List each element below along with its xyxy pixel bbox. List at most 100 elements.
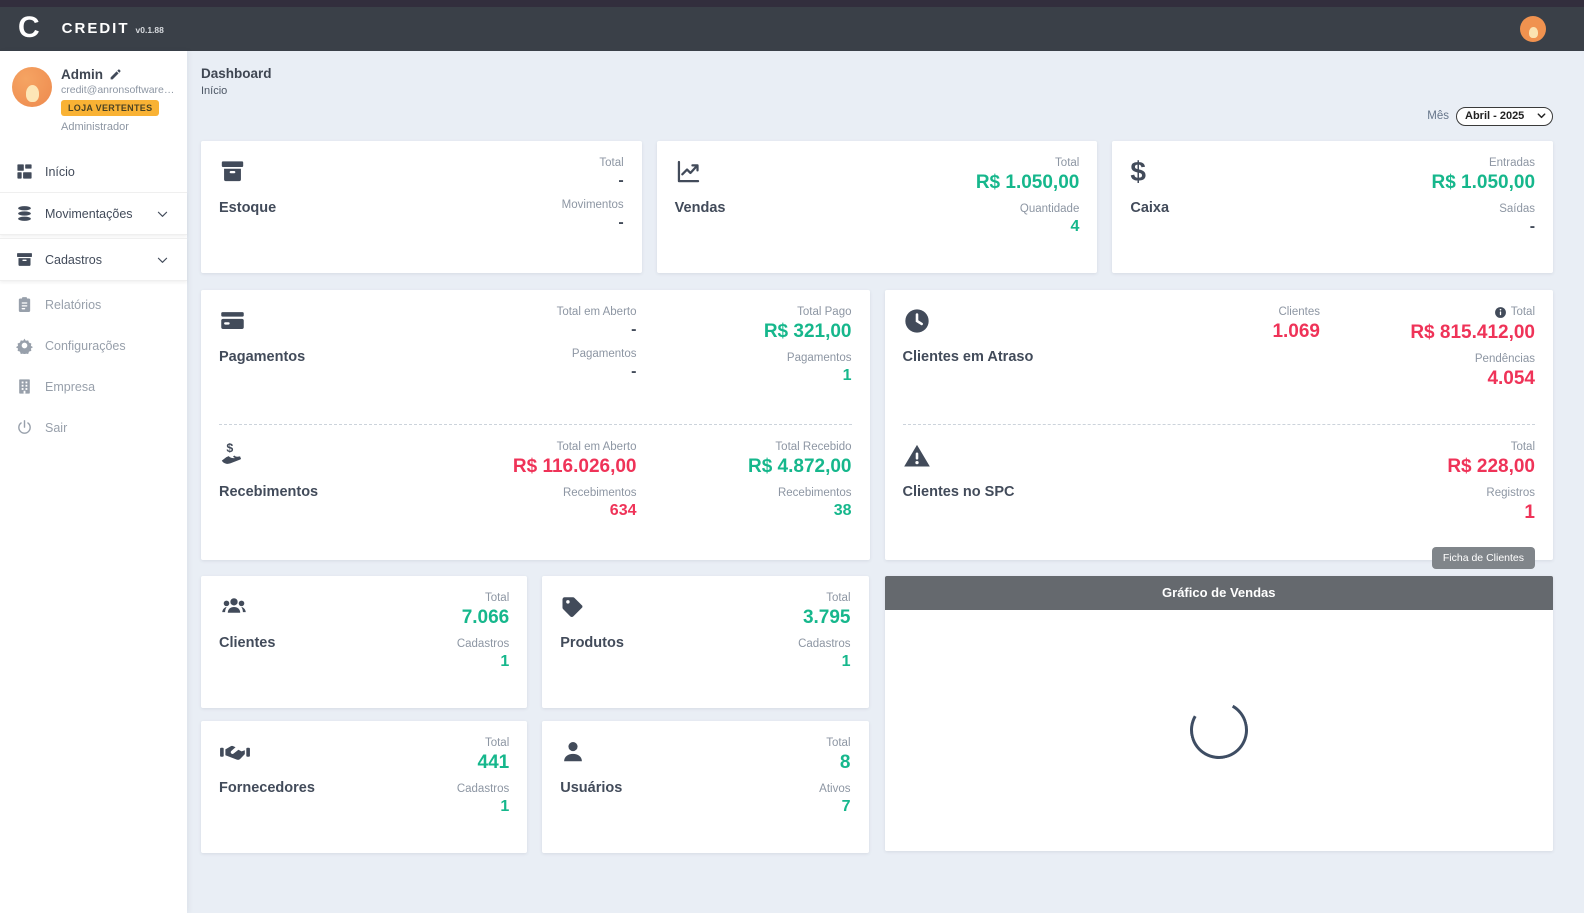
card-fornecedores: Fornecedores Total 441 Cadastros 1 xyxy=(201,720,528,853)
sidebar-item-label: Empresa xyxy=(45,379,96,394)
stat-label: Pagamentos xyxy=(786,351,852,364)
stat-label: Total Recebido xyxy=(775,440,852,453)
stat-value: 1 xyxy=(841,652,851,670)
avatar xyxy=(12,67,52,107)
stat-value: - xyxy=(1529,217,1536,235)
sidebar-menu: Início Movimentações Cadastros Relatório… xyxy=(0,151,187,448)
sidebar-item-movimentacoes[interactable]: Movimentações xyxy=(0,192,187,235)
chart-line-icon xyxy=(677,160,699,183)
stat-value: 3.795 xyxy=(802,606,851,628)
card-title: Clientes xyxy=(219,634,276,651)
section-recebimentos: $ Recebimentos Total em Aberto R$ 116.026… xyxy=(219,423,852,560)
handshake-icon xyxy=(220,745,250,760)
clipboard-icon xyxy=(18,297,31,312)
card-clientes: Clientes Total 7.066 Cadastros 1 xyxy=(201,575,528,708)
card-title: Fornecedores xyxy=(219,779,315,796)
sidebar-item-label: Sair xyxy=(45,420,68,435)
stat-label: Saídas xyxy=(1499,202,1536,215)
stat-value: R$ 116.026,00 xyxy=(512,455,637,477)
stat-label: Pendências xyxy=(1474,352,1535,365)
stat-value: R$ 321,00 xyxy=(763,320,852,342)
building-icon xyxy=(19,379,30,394)
sidebar-item-label: Movimentações xyxy=(45,206,133,221)
store-badge: LOJA VERTENTES xyxy=(61,100,160,116)
card-title: Usuários xyxy=(560,779,623,796)
sidebar-item-sair[interactable]: Sair xyxy=(0,407,187,448)
sidebar-item-label: Cadastros xyxy=(45,252,102,267)
sidebar-item-inicio[interactable]: Início xyxy=(0,151,187,192)
card-clientes-atraso-spc: Clientes em Atraso Clientes 1.069 Total xyxy=(884,289,1553,569)
stat-label: Total xyxy=(484,591,510,604)
stat-label: Total em Aberto xyxy=(556,305,637,318)
stat-value: 7 xyxy=(841,797,851,815)
chart-body xyxy=(884,609,1553,851)
main-content: Dashboard Início Mês Abril - 2025 Estoqu… xyxy=(187,51,1584,913)
stat-value: 1 xyxy=(1524,501,1535,523)
stat-label: Movimentos xyxy=(561,198,624,211)
card-title: Vendas xyxy=(674,199,726,216)
grid-icon xyxy=(17,164,32,179)
stat-value: 4.054 xyxy=(1487,367,1535,389)
sidebar-item-relatorios[interactable]: Relatórios xyxy=(0,284,187,325)
archive-icon xyxy=(17,253,32,266)
stat-label: Total Pago xyxy=(797,305,852,318)
stat-value: 38 xyxy=(833,501,852,519)
stat-label: Entradas xyxy=(1488,156,1536,169)
app-logo: C xyxy=(18,10,40,44)
edit-pencil-icon[interactable] xyxy=(109,68,122,81)
stat-label: Registros xyxy=(1486,486,1535,499)
chart-panel-title: Gráfico de Vendas xyxy=(884,575,1553,610)
stat-label: Cadastros xyxy=(456,637,510,650)
user-avatar-button[interactable] xyxy=(1520,16,1546,42)
stat-value: - xyxy=(618,171,624,189)
stat-value: 1.069 xyxy=(1272,320,1320,342)
stat-label: Total xyxy=(484,736,510,749)
stat-value: R$ 1.050,00 xyxy=(1431,171,1536,193)
chevron-down-icon xyxy=(157,257,168,263)
gear-icon xyxy=(16,338,33,354)
stat-value: - xyxy=(631,320,637,338)
sidebar-item-label: Início xyxy=(45,164,75,179)
users-icon xyxy=(222,597,246,613)
card-produtos: Produtos Total 3.795 Cadastros 1 xyxy=(542,575,869,708)
stat-label: Ativos xyxy=(819,782,851,795)
stat-value: 8 xyxy=(839,751,851,773)
stat-value: 441 xyxy=(477,751,510,773)
stat-value: - xyxy=(631,362,637,380)
credit-card-icon xyxy=(221,312,244,329)
sales-chart-panel: Gráfico de Vendas xyxy=(884,575,1553,851)
database-icon xyxy=(18,206,31,221)
stat-value: R$ 815.412,00 xyxy=(1410,321,1535,343)
stat-value: 1 xyxy=(500,797,510,815)
stat-label: Total xyxy=(826,736,851,749)
power-icon xyxy=(18,420,31,434)
avatar-person-icon xyxy=(1528,27,1538,38)
user-role: Administrador xyxy=(61,121,129,133)
sidebar-item-empresa[interactable]: Empresa xyxy=(0,366,187,407)
ficha-de-clientes-button[interactable]: Ficha de Clientes xyxy=(1431,546,1535,569)
stat-value: 1 xyxy=(842,366,852,384)
brand: CREDIT v0.1.88 xyxy=(62,20,164,37)
hand-dollar-icon: $ xyxy=(221,442,241,464)
section-clientes-atraso: Clientes em Atraso Clientes 1.069 Total xyxy=(903,290,1536,424)
sidebar-item-label: Configurações xyxy=(45,338,126,353)
month-select[interactable]: Abril - 2025 xyxy=(1456,106,1553,126)
card-title: Clientes em Atraso xyxy=(902,348,1034,365)
user-email: credit@anronsoftware.co... xyxy=(61,84,175,96)
sidebar: Admin credit@anronsoftware.co... LOJA VE… xyxy=(0,51,187,913)
user-icon xyxy=(564,741,583,761)
breadcrumb: Início xyxy=(201,85,228,97)
user-block: Admin credit@anronsoftware.co... LOJA VE… xyxy=(0,51,187,143)
stat-label: Recebimentos xyxy=(562,486,637,499)
card-estoque: Estoque Total - Movimentos - xyxy=(201,140,642,273)
page-title: Dashboard xyxy=(201,66,272,81)
stat-label: Cadastros xyxy=(456,782,510,795)
warning-icon xyxy=(903,444,930,466)
card-vendas: Vendas Total R$ 1.050,00 Quantidade 4 xyxy=(656,140,1098,273)
sidebar-item-configuracoes[interactable]: Configurações xyxy=(0,325,187,366)
stat-value: R$ 4.872,00 xyxy=(747,455,852,477)
sidebar-item-cadastros[interactable]: Cadastros xyxy=(0,238,187,281)
svg-text:$: $ xyxy=(226,442,233,455)
month-filter: Mês Abril - 2025 xyxy=(201,106,1553,126)
info-icon[interactable] xyxy=(1494,306,1507,319)
